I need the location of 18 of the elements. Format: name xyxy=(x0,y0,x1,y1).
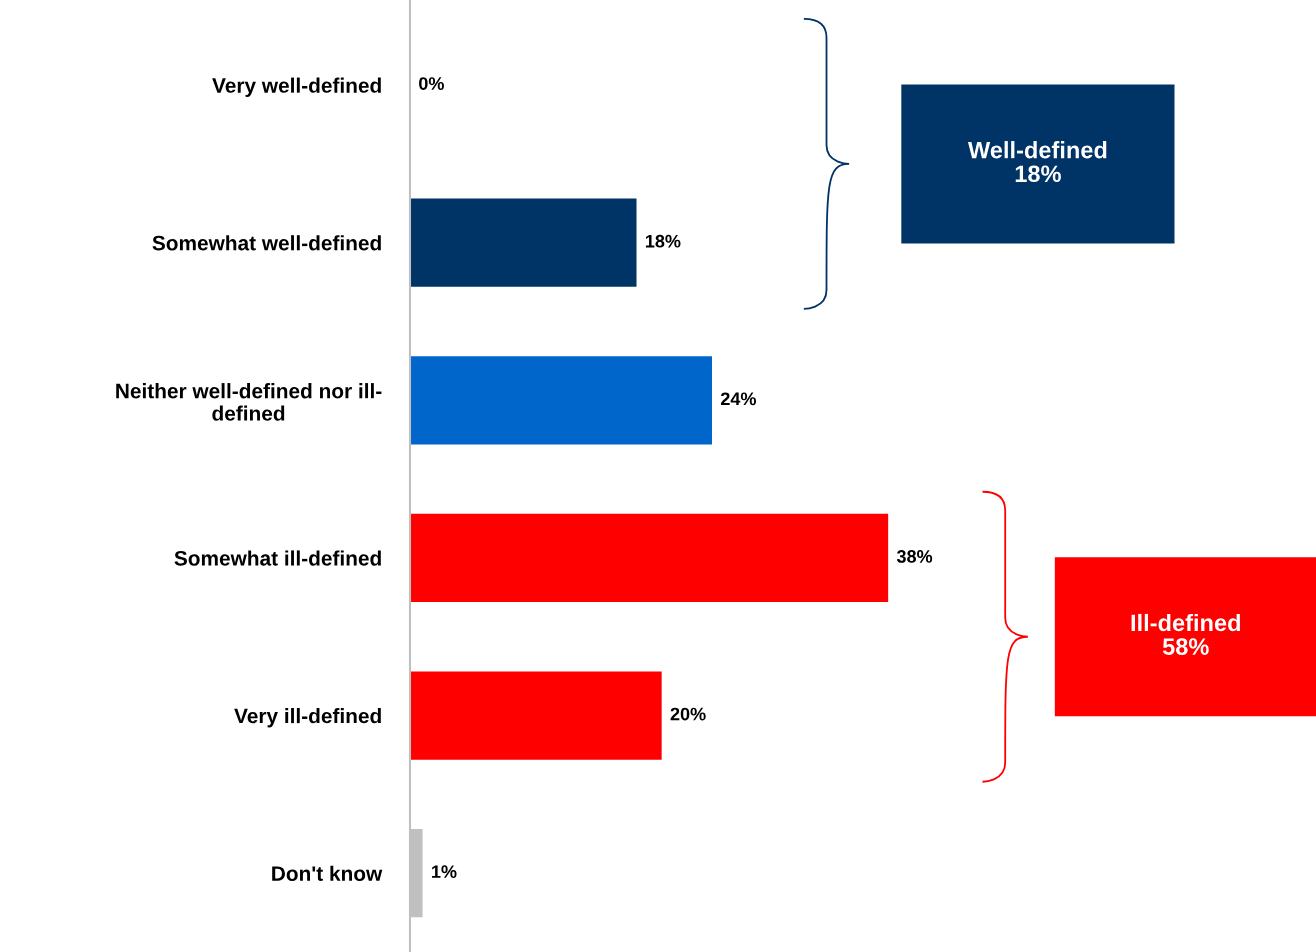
y-tick-label: Very well-defined xyxy=(212,77,381,97)
bar xyxy=(410,356,712,445)
data-label: 18% xyxy=(645,234,681,248)
data-label: 24% xyxy=(720,392,756,406)
annotation: Well-defined 18% xyxy=(967,141,1107,183)
data-label: 38% xyxy=(896,550,933,563)
y-tick-label: Somewhat ill-defined xyxy=(174,550,381,566)
y-tick-label: Somewhat well-defined xyxy=(152,235,381,251)
data-label: 20% xyxy=(670,707,706,721)
y-tick-label: Neither well-defined nor ill- defined xyxy=(116,383,382,421)
bar xyxy=(410,198,637,287)
annotation: Ill-defined 58% xyxy=(1131,613,1240,655)
bar xyxy=(410,513,889,603)
y-tick-label: Very ill-defined xyxy=(234,708,381,728)
bar xyxy=(410,671,662,760)
data-label: 0% xyxy=(419,77,444,90)
data-label: 1% xyxy=(432,865,457,878)
y-tick-label: Don't know xyxy=(272,865,383,881)
